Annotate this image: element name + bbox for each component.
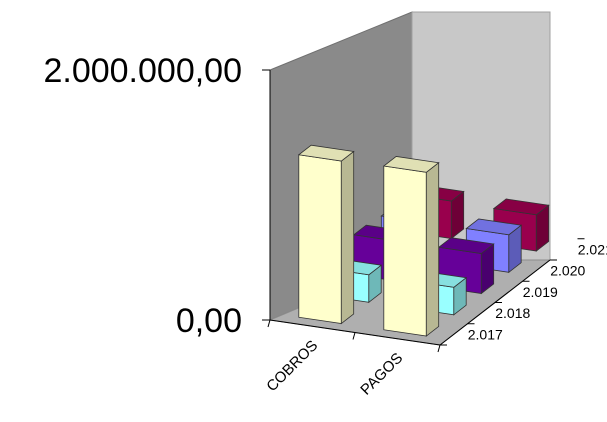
chart-marks xyxy=(297,144,550,337)
z-tick-label: 2.017 xyxy=(468,326,503,342)
bar-pagos-2017 xyxy=(382,156,440,337)
x-tick-mark xyxy=(352,332,356,340)
x-tick-label: COBROS xyxy=(263,337,321,395)
z-tick-label: 2.019 xyxy=(523,284,558,300)
bar-side-face xyxy=(425,161,440,337)
bar-side-face xyxy=(340,150,355,325)
z-tick-label: 2.021 xyxy=(578,241,607,257)
z-tick-label: 2.018 xyxy=(495,305,530,321)
bar-front-face xyxy=(298,154,342,324)
bar-cobros-2017 xyxy=(297,144,355,325)
y-tick-label: 2.000.000,00 xyxy=(43,52,242,90)
bar-top-face xyxy=(492,198,550,216)
bar-top-face xyxy=(297,144,355,162)
bar-top-face xyxy=(465,218,523,236)
x-tick-mark xyxy=(437,344,441,353)
bar-top-face xyxy=(382,156,440,173)
bar-front-face xyxy=(383,165,427,337)
z-tick-label: 2.020 xyxy=(550,263,585,279)
bar-top-face xyxy=(437,237,495,254)
x-tick-label: PAGOS xyxy=(357,350,406,399)
y-tick-label: 0,00 xyxy=(176,302,242,340)
x-tick-mark xyxy=(267,319,271,328)
